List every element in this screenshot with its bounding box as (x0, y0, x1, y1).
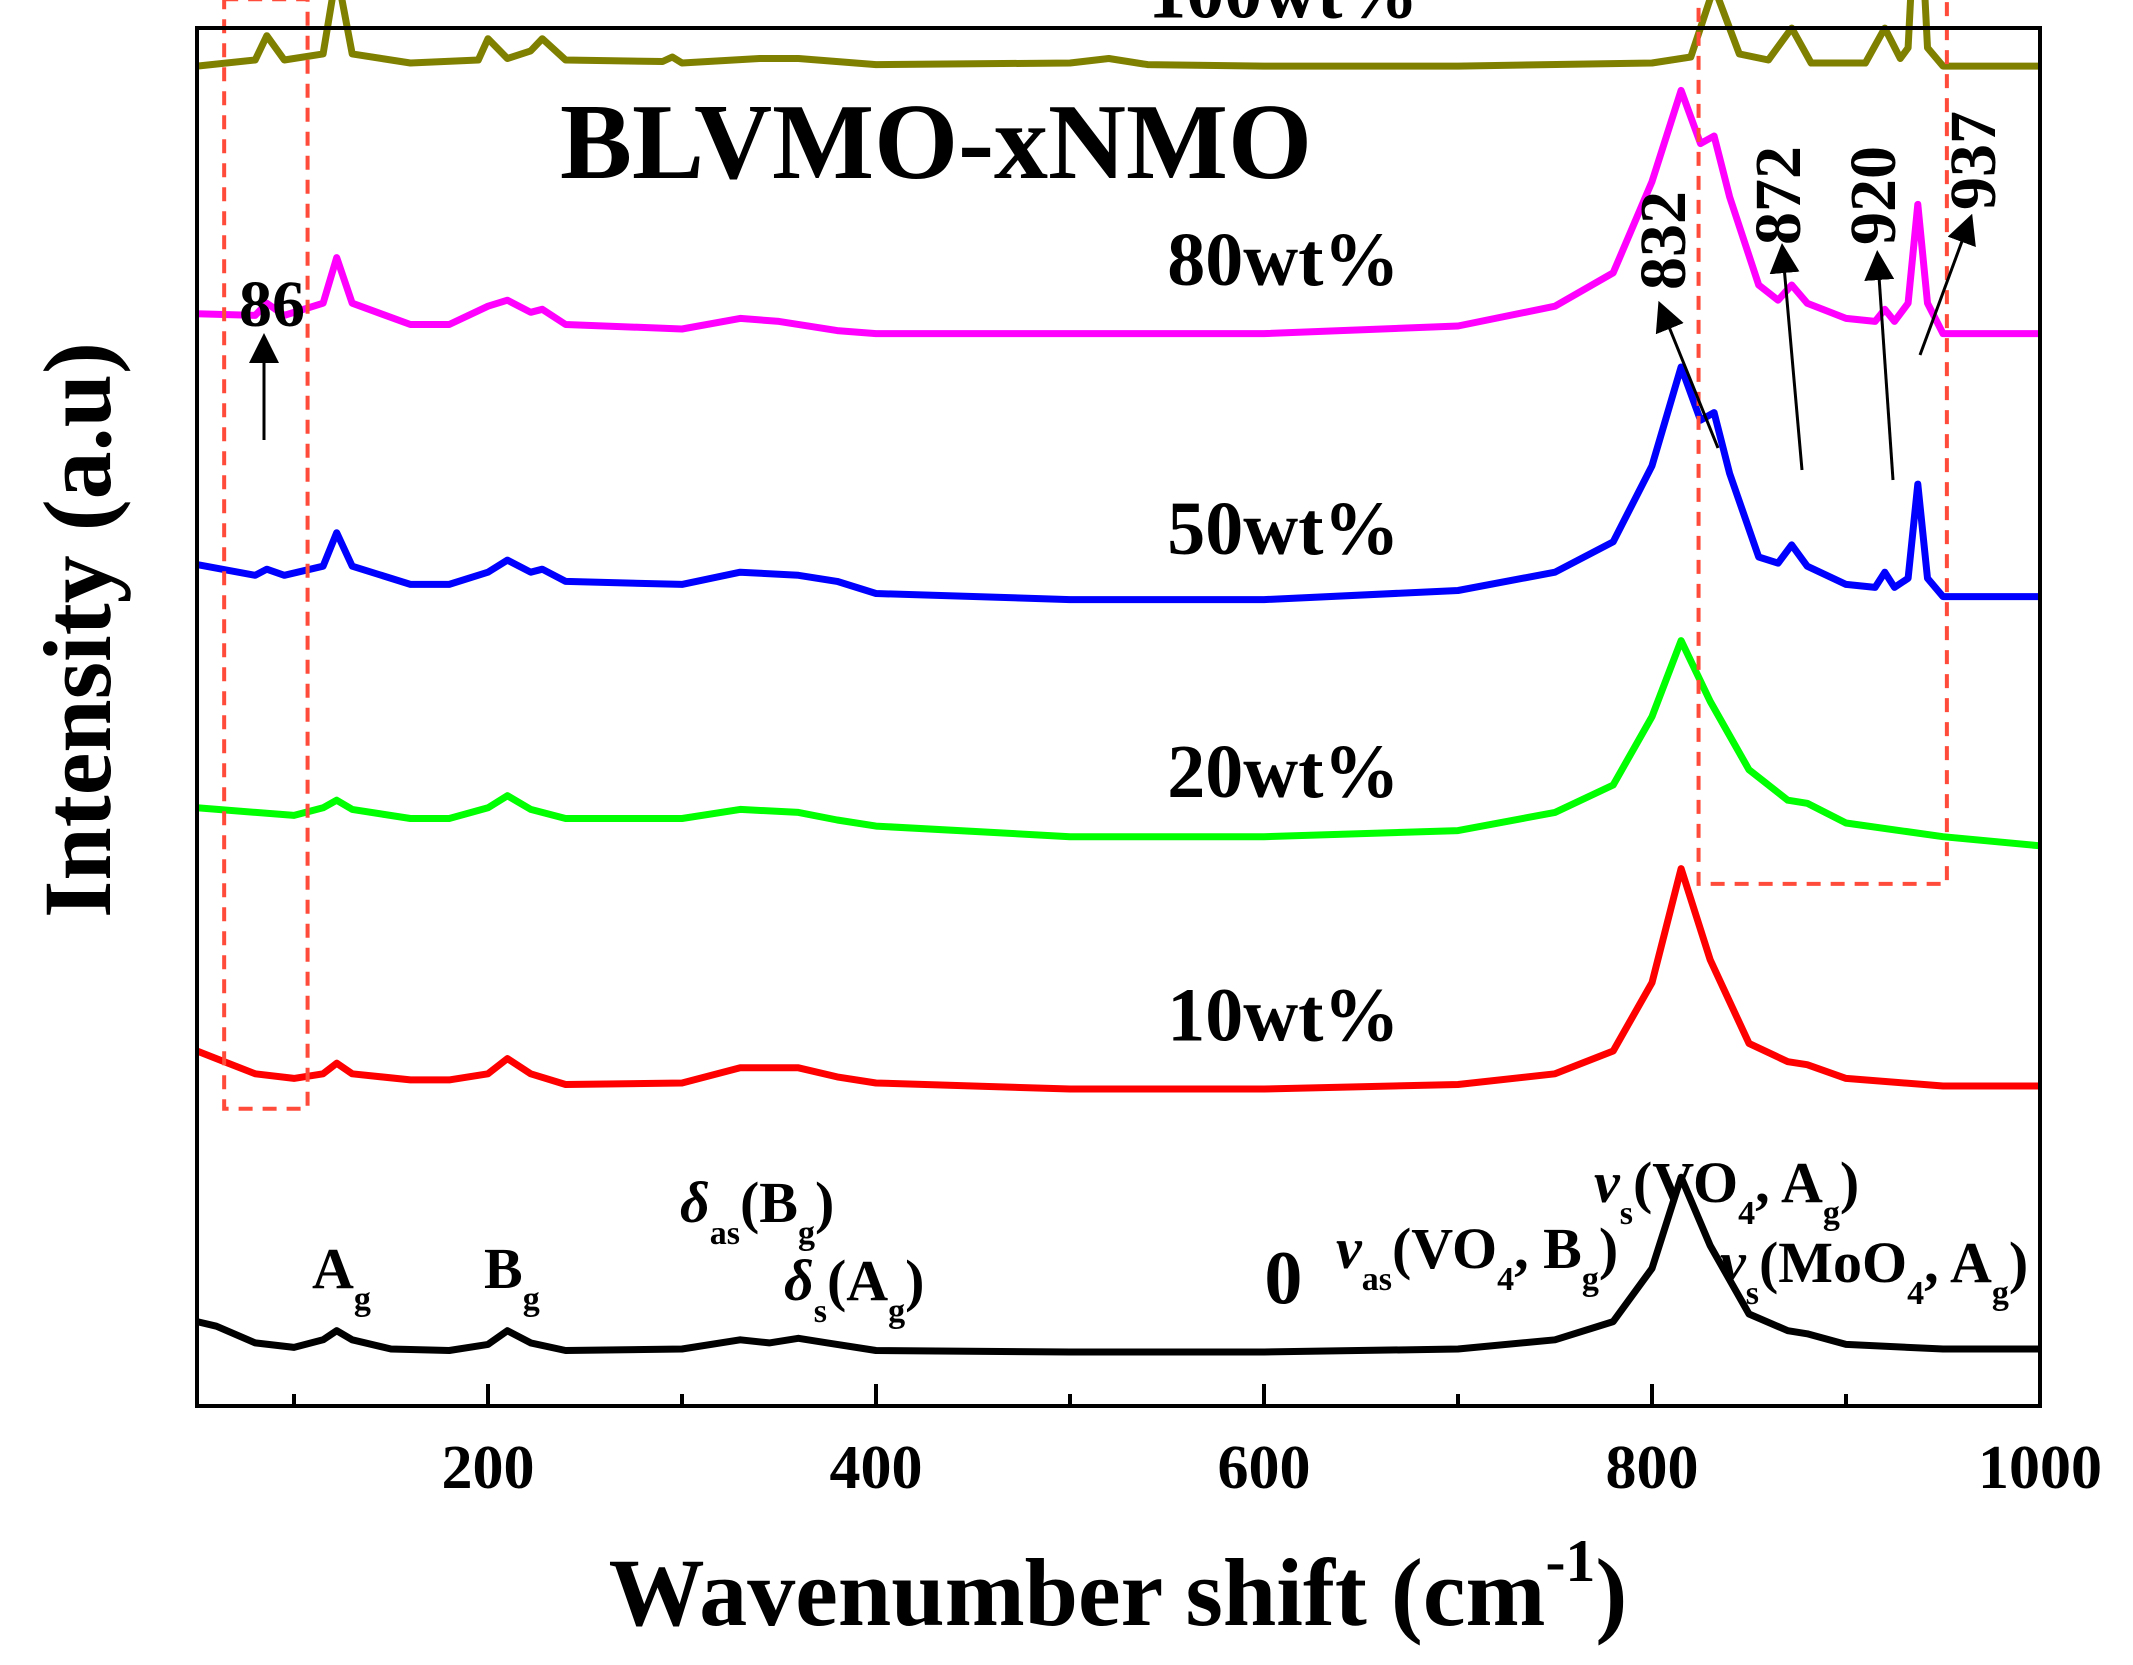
peak-callout-label: 920 (1837, 146, 1910, 245)
series-label: 10wt% (1167, 973, 1399, 1057)
highlight-box-low (222, 0, 310, 1111)
callout-arrow (1864, 250, 1895, 481)
series-line (196, 1173, 2040, 1356)
highlight-boxes (222, 0, 1949, 1111)
series-line (196, 0, 2040, 70)
x-tick-label: 800 (1606, 1434, 1699, 1502)
mode-label: νas(VO4, Bg) (1336, 1216, 1618, 1298)
series-line (196, 86, 2040, 338)
plot-frame (195, 26, 2042, 1408)
peak-callout-label: 86 (239, 268, 305, 341)
peak-callout-label: 937 (1937, 111, 2010, 210)
y-axis-label: Intensity (a.u) (24, 342, 131, 918)
mode-label: δas(Bg) (680, 1170, 834, 1252)
x-tick-label: 400 (830, 1434, 923, 1502)
x-tick-label: 1000 (1978, 1434, 2102, 1502)
series-label: 50wt% (1167, 487, 1399, 571)
series-label: 0 (1264, 1236, 1302, 1320)
peak-callout-label: 832 (1627, 191, 1700, 290)
mode-label: νs(MoO4, Ag) (1720, 1230, 2028, 1312)
mode-label: δs(Ag) (784, 1248, 924, 1330)
series-line (195, 865, 2040, 1093)
mode-labels: Ag Bg δas(Bg)δs(Ag) νs(VO4, Ag)νas(VO4, Bg)… (312, 1150, 2028, 1330)
x-axis-label: Wavenumber shift (cm-1) (609, 1528, 1628, 1646)
callout-arrow (1918, 213, 1976, 356)
chart-title: BLVMO-xNMO (560, 83, 1312, 202)
mode-label: νs(VO4, Ag) (1594, 1150, 1859, 1232)
series-line (196, 637, 2041, 850)
x-axis-label-end: ) (1595, 1539, 1627, 1646)
peak-callout-label: 872 (1742, 146, 1815, 245)
series-line (196, 363, 2040, 604)
x-tick-label: 600 (1218, 1434, 1311, 1502)
callout-arrow (1769, 243, 1804, 471)
x-axis-ticks: 200 400 600 800 1000 (292, 1384, 2102, 1502)
callout-arrow (1655, 300, 1720, 449)
x-axis-label-sup: -1 (1545, 1528, 1595, 1594)
highlight-box-high (1696, 0, 1949, 886)
x-axis-label-main: Wavenumber shift (cm (609, 1539, 1546, 1646)
mode-label: Ag (312, 1236, 371, 1318)
series-layer (195, 0, 2041, 1356)
series-label: 20wt% (1167, 730, 1399, 814)
series-label: 80wt% (1167, 218, 1399, 302)
x-tick-label: 200 (442, 1434, 535, 1502)
mode-label: Bg (484, 1236, 540, 1318)
peak-callouts: 86 832 872 920 937 (239, 111, 2010, 481)
